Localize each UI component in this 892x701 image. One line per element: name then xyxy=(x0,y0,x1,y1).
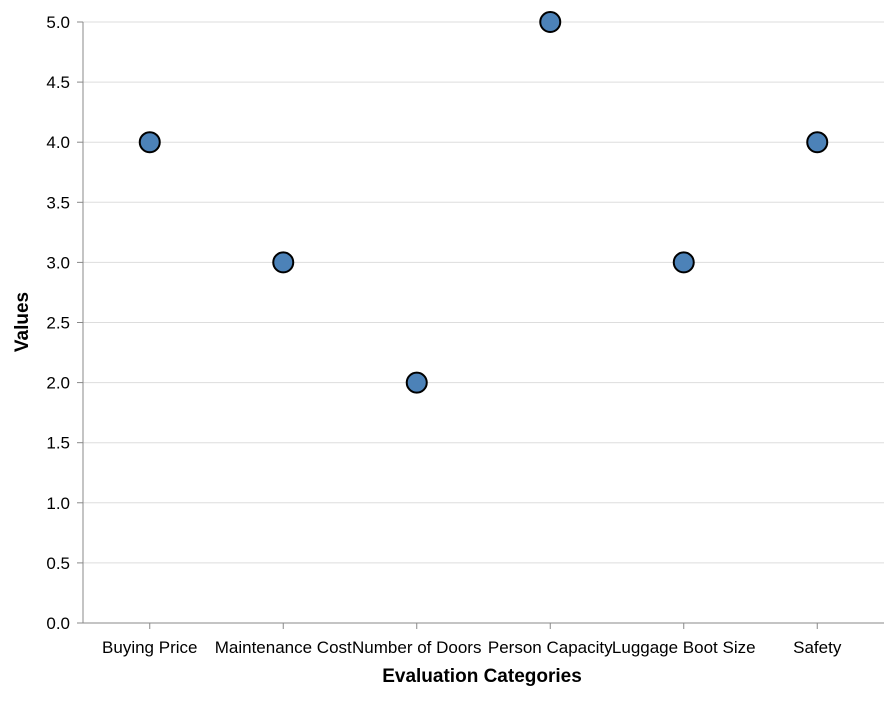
x-tick-label: Person Capacity xyxy=(488,638,613,657)
y-tick-label: 4.0 xyxy=(46,133,70,152)
x-tick-label: Buying Price xyxy=(102,638,197,657)
data-point xyxy=(272,251,295,274)
x-tick-label: Number of Doors xyxy=(352,638,481,657)
y-tick-label: 1.5 xyxy=(46,434,70,453)
data-point xyxy=(138,131,161,154)
points-layer xyxy=(138,11,829,394)
y-tick-label: 3.0 xyxy=(46,253,70,272)
y-tick-label: 2.0 xyxy=(46,374,70,393)
grid-layer xyxy=(83,21,884,624)
y-tick-label: 5.0 xyxy=(46,13,70,32)
data-point xyxy=(672,251,695,274)
x-tick-label: Safety xyxy=(793,638,842,657)
data-point xyxy=(405,371,428,394)
y-tick-label: 0.0 xyxy=(46,614,70,633)
axis-layer: 0.0 0.5 1.0 1.5 2.0 2.5 3.0 3.5 4.0 4.5 5.0 Buying … xyxy=(46,13,884,657)
y-axis-title: Values xyxy=(12,292,33,352)
y-tick-label: 0.5 xyxy=(46,554,70,573)
y-tick-label: 3.5 xyxy=(46,193,70,212)
data-point xyxy=(806,131,829,154)
y-tick-label: 1.0 xyxy=(46,494,70,513)
y-tick-label: 2.5 xyxy=(46,314,70,333)
data-point xyxy=(539,11,562,33)
x-tick-label: Luggage Boot Size xyxy=(612,638,756,657)
y-tick-label: 4.5 xyxy=(46,73,70,92)
x-axis-title: Evaluation Categories xyxy=(382,666,582,687)
x-tick-label: Maintenance Cost xyxy=(215,638,352,657)
